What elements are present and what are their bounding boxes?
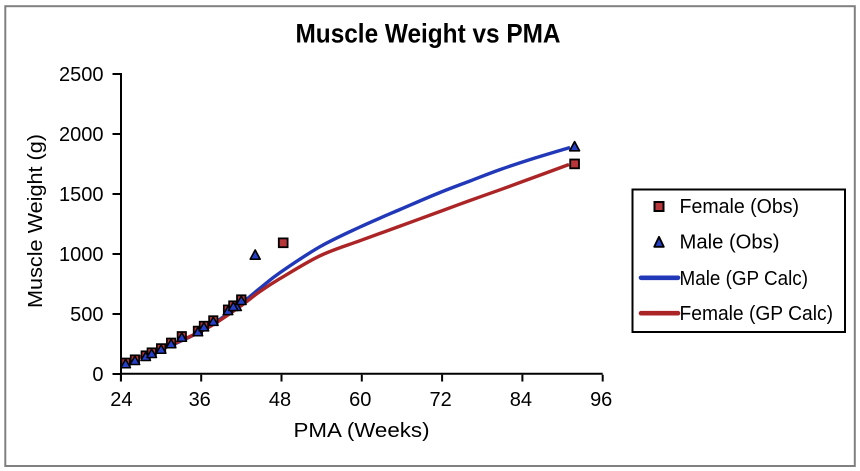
svg-text:500: 500 xyxy=(70,304,103,326)
svg-text:1000: 1000 xyxy=(59,244,104,266)
svg-text:24: 24 xyxy=(110,389,132,411)
svg-text:36: 36 xyxy=(189,389,211,411)
svg-text:Female (GP Calc): Female (GP Calc) xyxy=(680,303,834,325)
svg-text:96: 96 xyxy=(590,389,612,411)
svg-text:48: 48 xyxy=(269,389,291,411)
svg-text:2000: 2000 xyxy=(59,124,104,146)
svg-text:Female (Obs): Female (Obs) xyxy=(680,196,800,218)
svg-text:2500: 2500 xyxy=(59,64,104,86)
svg-text:0: 0 xyxy=(92,364,103,386)
svg-text:1500: 1500 xyxy=(59,184,104,206)
svg-text:Male (Obs): Male (Obs) xyxy=(680,231,780,253)
svg-text:Muscle Weight vs PMA: Muscle Weight vs PMA xyxy=(296,19,561,49)
svg-text:PMA (Weeks): PMA (Weeks) xyxy=(294,420,430,442)
svg-text:Male (GP Calc): Male (GP Calc) xyxy=(680,268,809,290)
svg-text:60: 60 xyxy=(349,389,371,411)
svg-text:Muscle Weight (g): Muscle Weight (g) xyxy=(25,134,47,308)
svg-text:84: 84 xyxy=(510,389,532,411)
svg-text:72: 72 xyxy=(429,389,451,411)
